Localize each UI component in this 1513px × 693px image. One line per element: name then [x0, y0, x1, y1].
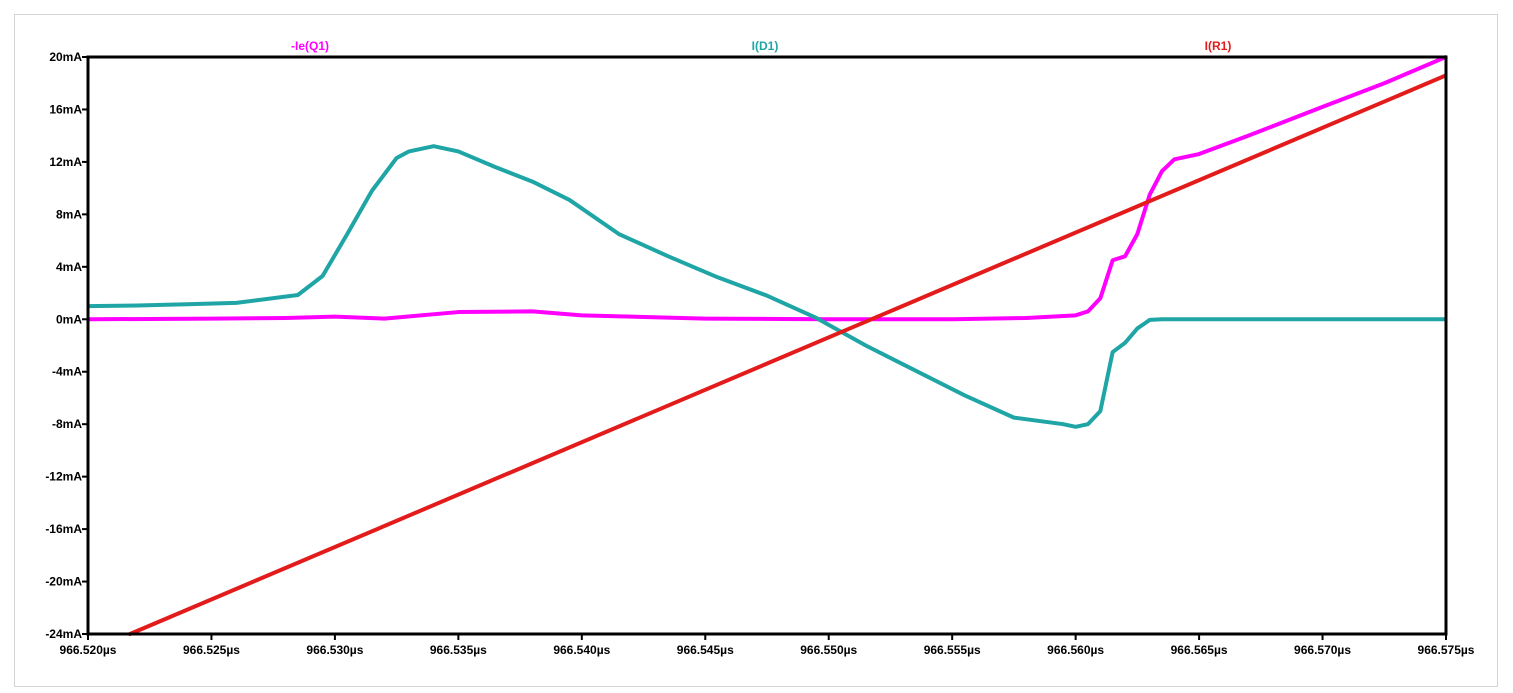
y-tick-label: -20mA [45, 575, 82, 589]
y-tick-label: 16mA [49, 102, 82, 116]
x-tick-label: 966.535µs [430, 643, 487, 657]
y-tick-label: -8mA [52, 417, 82, 431]
legend-entry-1[interactable]: -Ie(Q1) [291, 39, 329, 53]
plot-window [14, 14, 1498, 687]
y-tick-label: 12mA [49, 155, 82, 169]
traces [88, 55, 1446, 636]
x-tick-label: 966.545µs [677, 643, 734, 657]
x-tick-label: 966.570µs [1294, 643, 1351, 657]
y-tick-label: 0mA [56, 312, 82, 326]
legend-entry-3[interactable]: I(R1) [1205, 39, 1232, 53]
x-tick-label: 966.565µs [1171, 643, 1228, 657]
series-line-3 [127, 73, 1446, 636]
x-tick-label: 966.560µs [1047, 643, 1104, 657]
y-tick-label: -16mA [45, 522, 82, 536]
plot-area-border [86, 55, 1448, 636]
y-tick-label: 8mA [56, 207, 82, 221]
x-axis: 966.520µs 966.525µs 966.530µs 966.535µs 966.… [60, 634, 1475, 657]
legend-entry-2[interactable]: I(D1) [752, 39, 779, 53]
y-tick-label: -12mA [45, 470, 82, 484]
x-tick-label: 966.540µs [553, 643, 610, 657]
y-tick-label: -24mA [45, 627, 82, 641]
y-tick-label: -4mA [52, 365, 82, 379]
x-tick-label: 966.555µs [924, 643, 981, 657]
series-line-2 [88, 144, 1446, 429]
x-tick-label: 966.550µs [800, 643, 857, 657]
legend: -Ie(Q1) I(D1) I(R1) [291, 39, 1231, 53]
y-tick-label: 20mA [49, 50, 82, 64]
y-axis: -24mA -20mA -16mA -12mA -8mA -4mA 0mA 4mA 8mA 12m… [45, 50, 88, 641]
y-tick-label: 4mA [56, 260, 82, 274]
x-tick-label: 966.575µs [1418, 643, 1475, 657]
x-tick-label: 966.520µs [60, 643, 117, 657]
x-tick-label: 966.525µs [183, 643, 240, 657]
x-tick-label: 966.530µs [306, 643, 363, 657]
series-line-1 [88, 55, 1446, 322]
